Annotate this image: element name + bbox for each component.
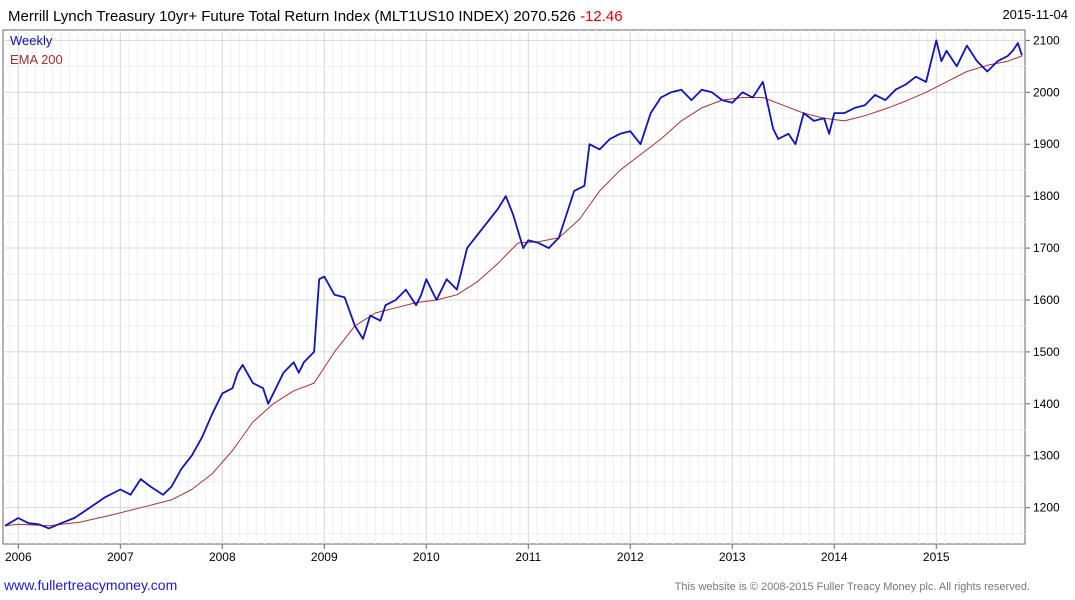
x-tick-label: 2008	[209, 550, 236, 564]
legend-ema: EMA 200	[10, 52, 63, 67]
series-lines	[4, 39, 1023, 530]
y-tick-label: 1300	[1033, 449, 1060, 463]
y-tick-label: 2000	[1033, 85, 1060, 99]
x-tick-label: 2015	[923, 550, 950, 564]
y-tick-label: 1600	[1033, 293, 1060, 307]
y-tick-label: 1400	[1033, 397, 1060, 411]
x-tick-label: 2006	[5, 550, 32, 564]
footer-copyright: This website is © 2008-2015 Fuller Treac…	[675, 581, 1030, 593]
footer-site-link[interactable]: www.fullertreacymoney.com	[3, 577, 177, 593]
x-tick-label: 2014	[821, 550, 848, 564]
x-tick-label: 2009	[311, 550, 338, 564]
x-tick-label: 2012	[617, 550, 644, 564]
x-tick-label: 2010	[413, 550, 440, 564]
date-label: 2015-11-04	[1002, 7, 1068, 22]
change-value: -12.46	[580, 8, 623, 25]
y-tick-label: 2100	[1033, 33, 1060, 47]
x-tick-label: 2013	[719, 550, 746, 564]
y-tick-label: 1900	[1033, 137, 1060, 151]
chart-title: Merrill Lynch Treasury 10yr+ Future Tota…	[8, 8, 623, 25]
axis-ticks: 2006 2007 2008 2009 2010 2011 2012 2013 2014 2015…	[5, 33, 1060, 564]
ema-line	[4, 55, 1023, 527]
y-tick-label: 1500	[1033, 345, 1060, 359]
x-tick-label: 2007	[107, 550, 134, 564]
x-tick-label: 2011	[515, 550, 541, 564]
y-tick-label: 1700	[1033, 241, 1060, 255]
weekly-line	[4, 39, 1023, 530]
plot-area	[2, 29, 1026, 545]
grid	[3, 30, 1025, 544]
y-tick-label: 1800	[1033, 189, 1060, 203]
legend-weekly: Weekly	[10, 33, 53, 48]
y-tick-label: 1200	[1033, 501, 1060, 515]
